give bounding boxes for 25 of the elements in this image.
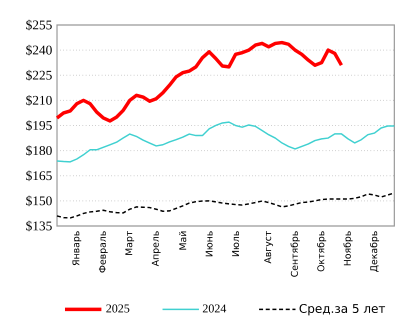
x-tick-label: Февраль bbox=[98, 231, 108, 273]
y-tick-label: $165 bbox=[26, 170, 52, 182]
y-tick-label: $180 bbox=[26, 145, 52, 156]
x-tick-label: Январь bbox=[72, 231, 82, 266]
x-tick-label: Апрель bbox=[152, 231, 161, 266]
x-tick-label: Сентябрь bbox=[290, 231, 300, 277]
x-tick-label: Март bbox=[125, 230, 134, 255]
line-series bbox=[55, 40, 344, 123]
y-tick-label: $135 bbox=[26, 220, 52, 232]
x-tick-label: Август bbox=[264, 230, 274, 264]
legend-label: 2025 bbox=[106, 304, 130, 313]
x-tick-label: Май bbox=[179, 232, 186, 250]
y-tick-label: $240 bbox=[26, 44, 52, 56]
x-tick-label: Июль bbox=[232, 231, 240, 256]
y-tick-label: $195 bbox=[26, 120, 52, 131]
legend-label: Сред.за 5 лет bbox=[300, 304, 386, 316]
x-tick-label: Декабрь bbox=[370, 231, 380, 272]
x-tick-label: Ноябрь bbox=[343, 231, 353, 266]
y-tick-label: $210 bbox=[26, 95, 52, 106]
x-tick-label: Июнь bbox=[206, 231, 213, 256]
x-tick-label: Октябрь bbox=[316, 231, 326, 272]
legend-label: 2024 bbox=[202, 304, 226, 313]
y-tick-label: $255 bbox=[26, 20, 52, 30]
y-tick-label: $150 bbox=[26, 196, 52, 206]
y-tick-label: $225 bbox=[26, 70, 52, 81]
